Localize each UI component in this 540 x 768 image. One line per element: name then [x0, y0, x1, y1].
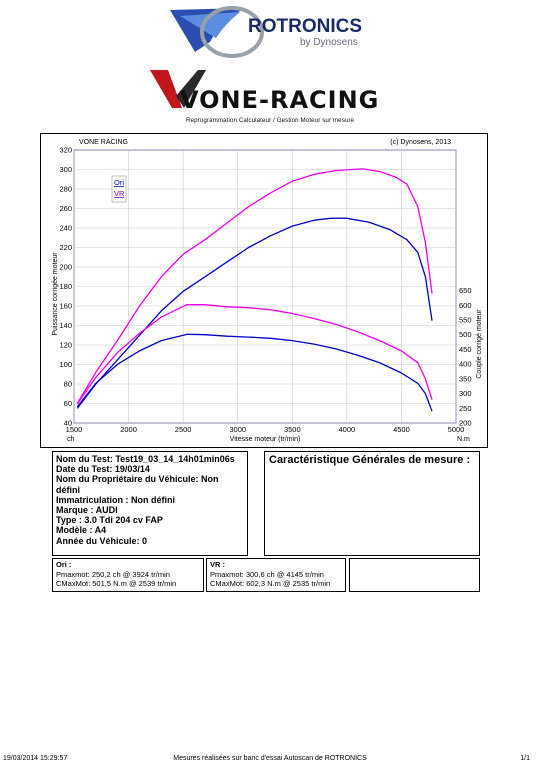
x-unit-left: ch [67, 436, 75, 443]
x-tick-label: 1500 [66, 425, 83, 434]
ori-torque: CMaxMot: 501,5 N.m @ 2539 tr/min [56, 579, 177, 588]
vone-tagline: Reprogrammation Calculateur / Gestion Mo… [186, 117, 355, 124]
vone-name: VONE-RACING [180, 86, 380, 114]
series-lines [76, 168, 433, 412]
dyno-chart: VONE RACING (c) Dynosens, 2013 1500 2000 2… [40, 133, 488, 448]
y-left-tick-label: 40 [64, 419, 72, 428]
brand: Marque : AUDI [56, 505, 118, 516]
ori-title: Ori : [56, 560, 72, 569]
y-left-tick-label: 140 [59, 321, 72, 330]
test-name: Nom du Test: Test19_03_14_14h01min06s [56, 454, 235, 464]
y-right-tick-label: 650 [459, 286, 472, 295]
vone-racing-logo: VONE-RACING Reprogrammation Calculateur … [150, 66, 390, 132]
rotronics-by: by Dynosens [300, 37, 358, 48]
y-left-tick-label: 120 [59, 341, 72, 350]
y-right-tick-label: 450 [459, 345, 472, 354]
y-left-tick-label: 300 [59, 165, 72, 174]
y-axis-label-left: Puissance corrigée moteur [52, 252, 59, 336]
results-empty [349, 558, 480, 592]
year: Année du Véhicule: 0 [56, 535, 148, 546]
vr-torque: CMaxMot: 602,3 N.m @ 2535 tr/min [210, 579, 331, 588]
footer-date: 19/03/2014 15:29:57 [3, 755, 68, 762]
x-tick-label: 2000 [120, 425, 137, 434]
y-left-tick-label: 100 [59, 360, 72, 369]
y-left-tick-label: 320 [59, 146, 72, 155]
rotronics-swoosh-icon [170, 6, 264, 58]
series-line-ori-power [76, 217, 433, 409]
series-line-vr-torque [76, 303, 433, 405]
vone-v-icon [150, 70, 206, 108]
y-left-tick-label: 220 [59, 243, 72, 252]
measure-title: Caractéristique Générales de mesure : [269, 454, 471, 466]
y-left-tick-label: 60 [64, 399, 72, 408]
legend: Ori VR [111, 175, 127, 203]
results-vr: VR : Pmaxmot: 300,6 ch @ 4145 tr/min CMa… [206, 558, 346, 592]
footer: Mesures réalisées sur banc d'essai Autos… [0, 755, 540, 767]
registration: Immatriculation : Non défini [56, 494, 176, 505]
axis-ticks: 1500 2000 2500 3000 3500 4000 4500 5000 40 60 80 10… [59, 146, 471, 435]
y-right-tick-label: 350 [459, 374, 472, 383]
x-tick-label: 4000 [339, 425, 356, 434]
vehicle-info-box: Nom du Test: Test19_03_14_14h01min06s Da… [52, 451, 248, 556]
series-line-vr-power [76, 168, 433, 404]
y-right-tick-label: 250 [459, 404, 472, 413]
legend-vr: VR [114, 189, 125, 198]
x-tick-label: 4500 [393, 425, 410, 434]
chart-svg: VONE RACING (c) Dynosens, 2013 1500 2000 2… [52, 139, 483, 443]
y-right-tick-label: 400 [459, 360, 472, 369]
footer-page: 1/1 [520, 755, 530, 762]
test-date: Date du Test: 19/03/14 [56, 464, 150, 475]
grid [73, 149, 457, 424]
y-right-tick-label: 300 [459, 389, 472, 398]
y-left-tick-label: 260 [59, 204, 72, 213]
vr-title: VR : [210, 560, 225, 569]
footer-center: Mesures réalisées sur banc d'essai Autos… [173, 755, 367, 762]
y-left-tick-label: 160 [59, 302, 72, 311]
y-right-tick-label: 550 [459, 316, 472, 325]
measure-characteristics-box: Caractéristique Générales de mesure : [264, 451, 480, 556]
y-left-tick-label: 200 [59, 263, 72, 272]
x-tick-label: 2500 [175, 425, 192, 434]
rotronics-name: ROTRONICS [248, 16, 362, 37]
y-right-tick-label: 600 [459, 301, 472, 310]
x-tick-label: 5000 [448, 425, 465, 434]
owner-name-cont: défini [56, 484, 80, 495]
x-axis-label: Vitesse moteur (tr/min) [230, 436, 301, 443]
y-axis-label-right: Couple corrigé moteur [476, 309, 483, 379]
y-left-tick-label: 180 [59, 282, 72, 291]
chart-header-left: VONE RACING [79, 139, 128, 146]
y-right-tick-label: 500 [459, 330, 472, 339]
vr-power: Pmaxmot: 300,6 ch @ 4145 tr/min [210, 569, 324, 579]
x-tick-label: 3500 [284, 425, 301, 434]
y-left-tick-label: 240 [59, 224, 72, 233]
series-line-ori-torque [76, 333, 433, 412]
y-left-tick-label: 280 [59, 185, 72, 194]
x-tick-label: 3000 [229, 425, 246, 434]
y-right-tick-label: 200 [459, 419, 472, 428]
rotronics-logo: ROTRONICS by Dynosens [150, 2, 390, 62]
results-ori: Ori : Pmaxmot: 250,2 ch @ 3924 tr/min CM… [52, 558, 204, 592]
y-left-tick-label: 80 [64, 380, 72, 389]
chart-header-right: (c) Dynosens, 2013 [390, 139, 451, 146]
ori-power: Pmaxmot: 250,2 ch @ 3924 tr/min [56, 569, 170, 579]
legend-ori: Ori [114, 178, 124, 187]
x-unit-right: N.m [457, 436, 470, 443]
type: Type : 3.0 Tdi 204 cv FAP [56, 515, 163, 526]
model: Modèle : A4 [56, 525, 107, 536]
owner-name: Nom du Propriétaire du Véhicule: Non [56, 474, 219, 485]
